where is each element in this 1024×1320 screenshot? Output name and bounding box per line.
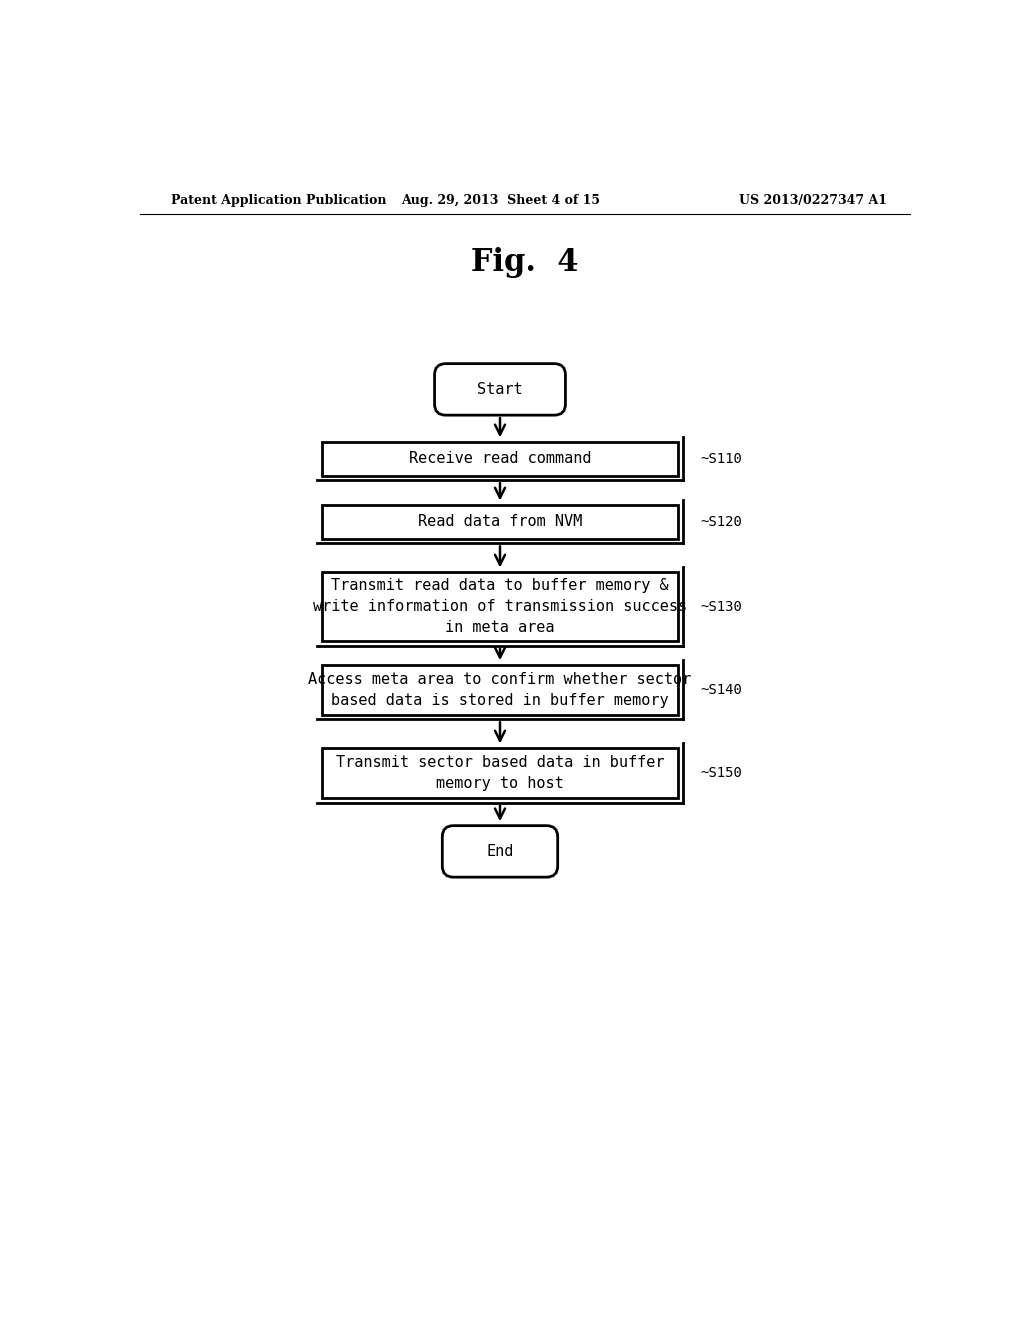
- FancyBboxPatch shape: [322, 442, 678, 475]
- Text: Transmit sector based data in buffer
memory to host: Transmit sector based data in buffer mem…: [336, 755, 665, 791]
- FancyBboxPatch shape: [322, 748, 678, 797]
- FancyBboxPatch shape: [322, 665, 678, 714]
- Text: US 2013/0227347 A1: US 2013/0227347 A1: [738, 194, 887, 207]
- FancyBboxPatch shape: [322, 506, 678, 539]
- FancyBboxPatch shape: [322, 572, 678, 642]
- Text: Start: Start: [477, 381, 523, 397]
- FancyBboxPatch shape: [442, 825, 558, 878]
- Text: ~S150: ~S150: [700, 766, 741, 780]
- Text: ~S110: ~S110: [700, 451, 741, 466]
- Text: Patent Application Publication: Patent Application Publication: [171, 194, 386, 207]
- Text: Access meta area to confirm whether sector
based data is stored in buffer memory: Access meta area to confirm whether sect…: [308, 672, 691, 708]
- FancyBboxPatch shape: [434, 363, 565, 416]
- Text: ~S120: ~S120: [700, 515, 741, 529]
- Text: Receive read command: Receive read command: [409, 451, 591, 466]
- Text: Read data from NVM: Read data from NVM: [418, 515, 582, 529]
- Text: ~S130: ~S130: [700, 599, 741, 614]
- Text: Aug. 29, 2013  Sheet 4 of 15: Aug. 29, 2013 Sheet 4 of 15: [401, 194, 600, 207]
- Text: Fig.  4: Fig. 4: [471, 247, 579, 277]
- Text: End: End: [486, 843, 514, 859]
- Text: Transmit read data to buffer memory &
write information of transmission success
: Transmit read data to buffer memory & wr…: [313, 578, 687, 635]
- Text: ~S140: ~S140: [700, 682, 741, 697]
